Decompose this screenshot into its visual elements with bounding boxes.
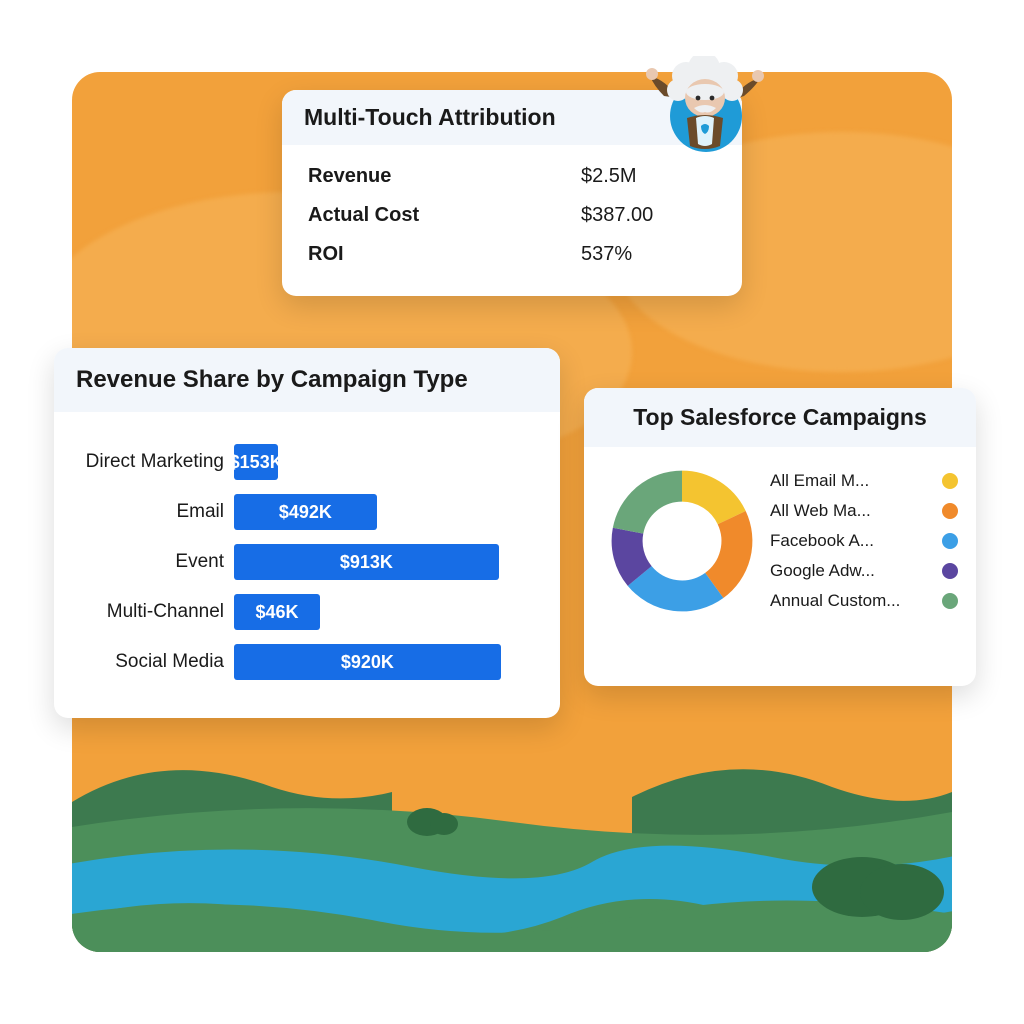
bar-fill: $920K — [234, 644, 501, 680]
attribution-value: $387.00 — [581, 204, 716, 227]
bar-row: Direct Marketing$153K — [64, 444, 536, 480]
bar-track: $913K — [234, 544, 536, 580]
legend-item: Facebook A... — [770, 531, 958, 551]
attribution-row: ROI 537% — [308, 235, 716, 274]
bar-row: Event$913K — [64, 544, 536, 580]
legend-item: Google Adw... — [770, 561, 958, 581]
donut-slice — [627, 531, 640, 576]
revenue-share-title: Revenue Share by Campaign Type — [54, 348, 560, 412]
legend-label: Google Adw... — [770, 561, 932, 581]
bar-track: $920K — [234, 644, 536, 680]
legend-label: Facebook A... — [770, 531, 932, 551]
legend-label: Annual Custom... — [770, 591, 932, 611]
revenue-share-body: Direct Marketing$153KEmail$492KEvent$913… — [54, 412, 560, 714]
bar-fill: $46K — [234, 594, 320, 630]
donut-slice — [714, 518, 737, 586]
attribution-label: Revenue — [308, 165, 391, 188]
legend-dot-icon — [942, 593, 958, 609]
einstein-mascot-icon — [644, 56, 764, 176]
legend-item: All Email M... — [770, 471, 958, 491]
bar-track: $153K — [234, 444, 536, 480]
legend-dot-icon — [942, 563, 958, 579]
bar-label: Event — [64, 551, 234, 573]
attribution-card: Multi-Touch Attribution Revenue$2.5MActu… — [282, 90, 742, 296]
revenue-share-card: Revenue Share by Campaign Type Direct Ma… — [54, 348, 560, 718]
top-campaigns-body: All Email M... All Web Ma... Facebook A...… — [584, 447, 976, 639]
donut-slice — [628, 486, 682, 531]
bar-row: Email$492K — [64, 494, 536, 530]
landscape-illustration — [72, 692, 952, 952]
legend-dot-icon — [942, 533, 958, 549]
legend-item: All Web Ma... — [770, 501, 958, 521]
bar-track: $46K — [234, 594, 536, 630]
bar-label: Email — [64, 501, 234, 523]
legend-label: All Web Ma... — [770, 501, 932, 521]
top-campaigns-card: Top Salesforce Campaigns All Email M...A… — [584, 388, 976, 686]
bar-fill: $492K — [234, 494, 377, 530]
legend-label: All Email M... — [770, 471, 932, 491]
attribution-label: Actual Cost — [308, 204, 419, 227]
bar-track: $492K — [234, 494, 536, 530]
bar-label: Direct Marketing — [64, 451, 234, 473]
legend-dot-icon — [942, 473, 958, 489]
donut-chart — [602, 461, 762, 621]
bar-row: Multi-Channel$46K — [64, 594, 536, 630]
legend-dot-icon — [942, 503, 958, 519]
attribution-value: 537% — [581, 243, 716, 266]
bar-label: Multi-Channel — [64, 601, 234, 623]
bar-fill: $913K — [234, 544, 499, 580]
attribution-label: ROI — [308, 243, 344, 266]
legend-item: Annual Custom... — [770, 591, 958, 611]
donut-slice — [640, 576, 715, 596]
bar-fill: $153K — [234, 444, 278, 480]
bar-label: Social Media — [64, 651, 234, 673]
donut-slice — [682, 486, 732, 518]
donut-legend: All Email M... All Web Ma... Facebook A...… — [770, 461, 958, 621]
top-campaigns-title: Top Salesforce Campaigns — [584, 388, 976, 447]
bar-row: Social Media$920K — [64, 644, 536, 680]
attribution-row: Actual Cost $387.00 — [308, 196, 716, 235]
